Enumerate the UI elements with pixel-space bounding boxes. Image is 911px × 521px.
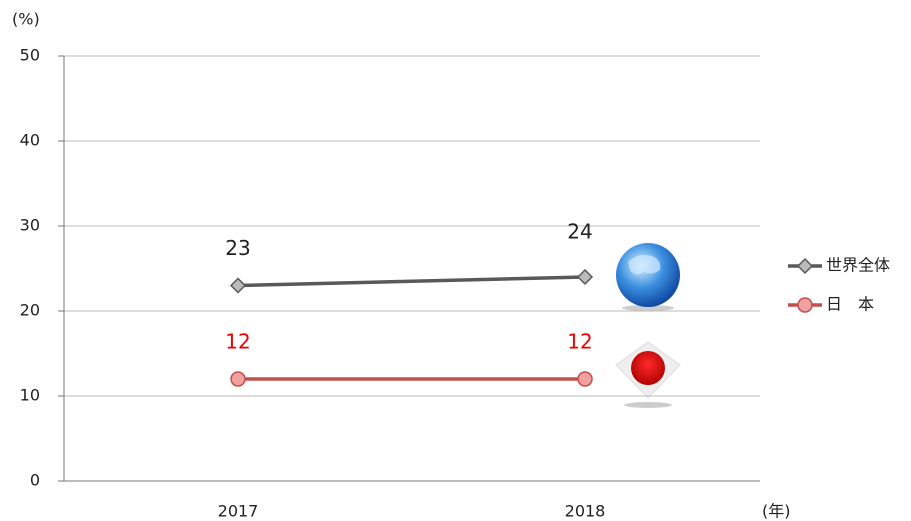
- y-tick-label: 50: [20, 46, 40, 65]
- y-tick-label: 40: [20, 131, 40, 150]
- marker: [576, 268, 594, 286]
- marker: [577, 371, 593, 387]
- x-tick-label: 2017: [218, 502, 259, 521]
- y-tick-label: 10: [20, 386, 40, 405]
- legend-label: 日 本: [826, 295, 874, 314]
- series-line: [237, 275, 586, 288]
- japan-flag-icon: [615, 341, 681, 408]
- marker: [229, 277, 247, 294]
- x-axis-label: (年): [762, 502, 791, 521]
- marker: [230, 371, 246, 387]
- y-tick-label: 0: [30, 471, 40, 490]
- data-label: 23: [225, 236, 250, 260]
- y-tick-label: 20: [20, 301, 40, 320]
- data-label: 12: [225, 330, 250, 354]
- globe-icon: [616, 243, 680, 311]
- marker: [796, 257, 814, 275]
- y-tick-label: 30: [20, 216, 40, 235]
- legend-label: 世界全体: [826, 256, 890, 275]
- marker: [797, 297, 813, 313]
- data-label: 12: [567, 330, 592, 354]
- y-axis-label: (%): [12, 10, 40, 29]
- data-label: 24: [567, 220, 592, 244]
- x-tick-label: 2018: [565, 502, 606, 521]
